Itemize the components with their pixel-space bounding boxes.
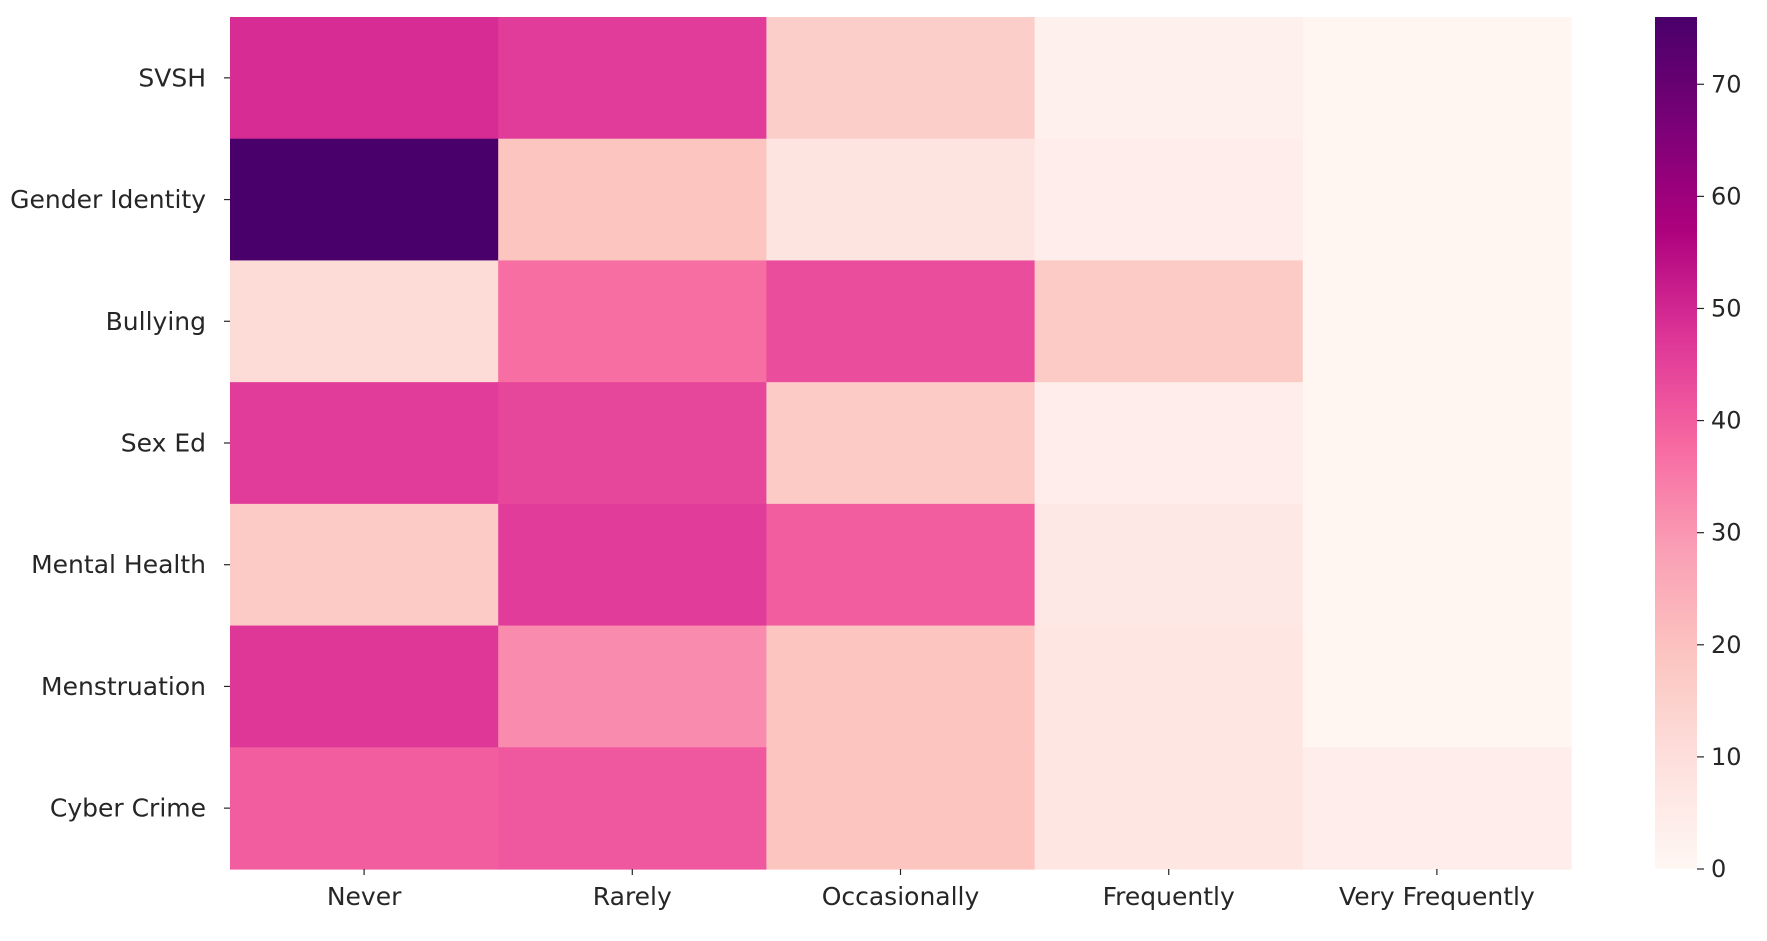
colorbar-tick-label: 10 [1711, 743, 1742, 771]
column-label: Rarely [593, 882, 672, 911]
heatmap-cell [498, 138, 767, 262]
heatmap-cell [1034, 503, 1304, 627]
colorbar-bar [1655, 17, 1697, 869]
column-labels: Never Rarely Occasionally Frequently Very Fr… [327, 869, 1535, 911]
row-labels: SVSH Gender Identity Bullying Sex Ed Mental … [10, 63, 230, 823]
heatmap-cell [766, 138, 1036, 262]
heatmap-cell [498, 503, 767, 627]
colorbar-tick-label: 40 [1711, 407, 1742, 435]
heatmap-cell [230, 625, 499, 748]
heatmap-cell [1302, 747, 1572, 870]
heatmap-cell [766, 17, 1036, 140]
row-label: Mental Health [31, 550, 206, 579]
heatmap-cell [230, 260, 499, 383]
row-label: Menstruation [41, 672, 206, 701]
heatmap-cell [1034, 138, 1304, 262]
heatmap-cell [766, 625, 1036, 748]
heatmap-cell [1034, 382, 1304, 505]
heatmap-cell [766, 382, 1036, 505]
colorbar-tick-label: 20 [1711, 631, 1742, 659]
heatmap-cell [766, 503, 1036, 627]
heatmap-cell [230, 138, 499, 262]
heatmap-cell [766, 260, 1036, 383]
colorbar-tick-label: 60 [1711, 182, 1742, 210]
heatmap-cell [1034, 625, 1304, 748]
heatmap-cell [498, 17, 767, 140]
heatmap-cell [498, 747, 767, 870]
row-label: Sex Ed [121, 429, 206, 458]
colorbar-tick-label: 0 [1711, 855, 1726, 883]
column-label: Occasionally [822, 882, 980, 911]
heatmap-cell [230, 17, 499, 140]
heatmap-cell [1302, 138, 1572, 262]
heatmap-cell [1034, 17, 1304, 140]
heatmap-cell [1302, 625, 1572, 748]
heatmap-cell [1034, 747, 1304, 870]
heatmap-cell [1302, 17, 1572, 140]
row-label: Gender Identity [10, 185, 206, 214]
row-label: Cyber Crime [50, 794, 206, 823]
colorbar-tick-label: 50 [1711, 294, 1742, 322]
row-label: Bullying [106, 307, 206, 336]
heatmap-cell [1302, 260, 1572, 383]
heatmap-cell [498, 382, 767, 505]
heatmap-cell [766, 747, 1036, 870]
heatmap-cell [230, 747, 499, 870]
heatmap-cell [1034, 260, 1304, 383]
colorbar: 0 10 20 30 40 50 60 70 [1655, 17, 1742, 883]
heatmap-cell [498, 260, 767, 383]
heatmap-cell [1302, 503, 1572, 627]
heatmap-cell [230, 503, 499, 627]
heatmap-cell [498, 625, 767, 748]
row-label: SVSH [138, 63, 206, 92]
colorbar-tick-label: 70 [1711, 70, 1742, 98]
heatmap-cell [1302, 382, 1572, 505]
colorbar-tick-label: 30 [1711, 519, 1742, 547]
heatmap-cells [230, 17, 1572, 870]
column-label: Never [327, 882, 402, 911]
heatmap-cell [230, 382, 499, 505]
column-label: Frequently [1103, 882, 1235, 911]
column-label: Very Frequently [1339, 882, 1535, 911]
